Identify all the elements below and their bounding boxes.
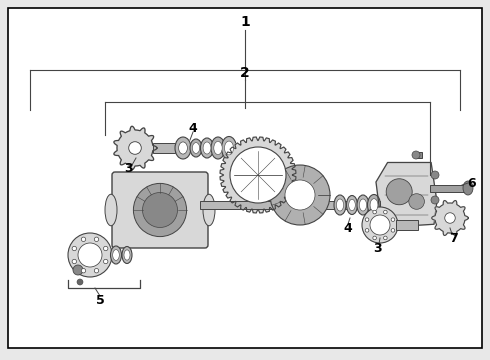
Ellipse shape xyxy=(221,136,237,159)
Circle shape xyxy=(94,269,98,273)
Circle shape xyxy=(391,229,395,232)
Ellipse shape xyxy=(334,195,346,215)
Bar xyxy=(200,201,380,209)
Ellipse shape xyxy=(178,142,187,154)
Circle shape xyxy=(431,171,439,179)
Circle shape xyxy=(384,236,387,240)
Ellipse shape xyxy=(214,141,222,154)
Ellipse shape xyxy=(138,187,182,212)
Circle shape xyxy=(370,215,390,235)
Text: 6: 6 xyxy=(467,176,476,189)
Circle shape xyxy=(103,246,108,251)
Ellipse shape xyxy=(463,181,473,195)
Circle shape xyxy=(81,237,86,242)
Circle shape xyxy=(412,151,420,159)
Circle shape xyxy=(73,265,83,275)
Text: 3: 3 xyxy=(374,242,382,255)
Ellipse shape xyxy=(357,195,369,215)
Circle shape xyxy=(94,237,98,242)
Ellipse shape xyxy=(105,194,117,226)
Circle shape xyxy=(391,218,395,221)
Ellipse shape xyxy=(203,194,215,226)
Circle shape xyxy=(285,180,315,210)
Text: 4: 4 xyxy=(189,122,197,135)
Circle shape xyxy=(129,142,141,154)
Circle shape xyxy=(365,229,369,232)
Ellipse shape xyxy=(211,137,225,159)
Ellipse shape xyxy=(113,249,119,260)
Text: 3: 3 xyxy=(123,162,132,175)
Circle shape xyxy=(373,210,376,214)
Circle shape xyxy=(270,165,330,225)
Circle shape xyxy=(431,196,439,204)
Text: 4: 4 xyxy=(343,221,352,234)
Ellipse shape xyxy=(175,137,191,159)
Circle shape xyxy=(78,243,102,267)
Polygon shape xyxy=(114,126,157,170)
Bar xyxy=(416,152,422,158)
Circle shape xyxy=(386,179,412,205)
Bar xyxy=(396,220,418,230)
Circle shape xyxy=(373,236,376,240)
Ellipse shape xyxy=(368,194,381,216)
Ellipse shape xyxy=(124,250,130,260)
Ellipse shape xyxy=(200,138,214,158)
Ellipse shape xyxy=(203,142,211,154)
Ellipse shape xyxy=(349,199,355,211)
Bar xyxy=(153,143,175,153)
Polygon shape xyxy=(220,137,296,213)
Ellipse shape xyxy=(193,143,199,153)
Bar xyxy=(430,185,468,192)
Ellipse shape xyxy=(337,199,343,211)
Circle shape xyxy=(103,259,108,264)
Ellipse shape xyxy=(346,195,358,215)
Circle shape xyxy=(77,279,83,285)
Circle shape xyxy=(362,207,398,243)
Circle shape xyxy=(81,269,86,273)
Ellipse shape xyxy=(122,247,132,264)
Ellipse shape xyxy=(224,141,234,155)
Circle shape xyxy=(384,210,387,214)
Text: 5: 5 xyxy=(96,293,104,306)
Text: 7: 7 xyxy=(449,231,457,244)
Circle shape xyxy=(230,147,286,203)
Circle shape xyxy=(72,259,76,264)
Ellipse shape xyxy=(370,199,378,211)
Text: 2: 2 xyxy=(240,66,250,80)
Circle shape xyxy=(143,193,177,228)
FancyBboxPatch shape xyxy=(112,172,208,248)
Ellipse shape xyxy=(190,139,202,157)
Ellipse shape xyxy=(111,246,122,264)
Polygon shape xyxy=(432,201,468,235)
Polygon shape xyxy=(376,162,437,228)
Circle shape xyxy=(68,233,112,277)
Circle shape xyxy=(409,194,424,209)
Circle shape xyxy=(133,183,187,237)
Circle shape xyxy=(72,246,76,251)
Text: 1: 1 xyxy=(240,15,250,29)
Ellipse shape xyxy=(359,199,367,211)
Circle shape xyxy=(445,213,455,223)
Circle shape xyxy=(365,218,369,221)
